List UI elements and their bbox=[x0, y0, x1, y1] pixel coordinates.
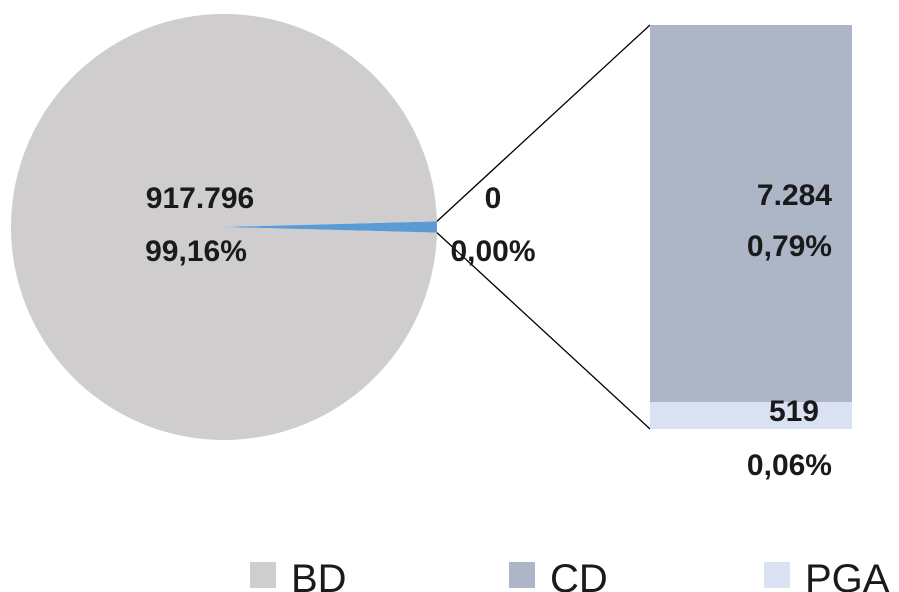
connector-lines bbox=[436, 24, 651, 430]
legend-label-cd: CD bbox=[550, 557, 608, 592]
pie-slice-bd bbox=[10, 14, 437, 440]
connector-line-bottom bbox=[436, 232, 651, 430]
pie-group bbox=[10, 14, 437, 440]
legend-label-bd: BD bbox=[291, 557, 347, 592]
pie-slice-other bbox=[224, 221, 437, 233]
slice-percent-label-other: 0,00% bbox=[450, 235, 535, 268]
data-labels: 917.796 99,16% 0 0,00% 7.284 0,79% 519 0… bbox=[145, 179, 832, 482]
bar-value-label-pga: 519 bbox=[769, 395, 819, 428]
bar-percent-label-cd: 0,79% bbox=[747, 230, 832, 263]
slice-percent-label-bd: 99,16% bbox=[145, 235, 247, 268]
bar-segment-cd bbox=[650, 25, 852, 403]
legend-label-pga: PGA bbox=[805, 557, 890, 592]
legend-swatch-bd bbox=[250, 562, 276, 588]
slice-value-label-other: 0 bbox=[485, 182, 502, 215]
stacked-bar-group bbox=[650, 25, 852, 429]
legend: BD CD PGA bbox=[250, 557, 890, 592]
legend-swatch-cd bbox=[509, 562, 535, 588]
bar-value-label-cd: 7.284 bbox=[757, 179, 832, 212]
legend-swatch-pga bbox=[764, 562, 790, 588]
slice-value-label-bd: 917.796 bbox=[146, 182, 254, 215]
bar-percent-label-pga: 0,06% bbox=[747, 449, 832, 482]
connector-line-top bbox=[436, 24, 651, 222]
bar-segment-pga bbox=[650, 402, 852, 429]
